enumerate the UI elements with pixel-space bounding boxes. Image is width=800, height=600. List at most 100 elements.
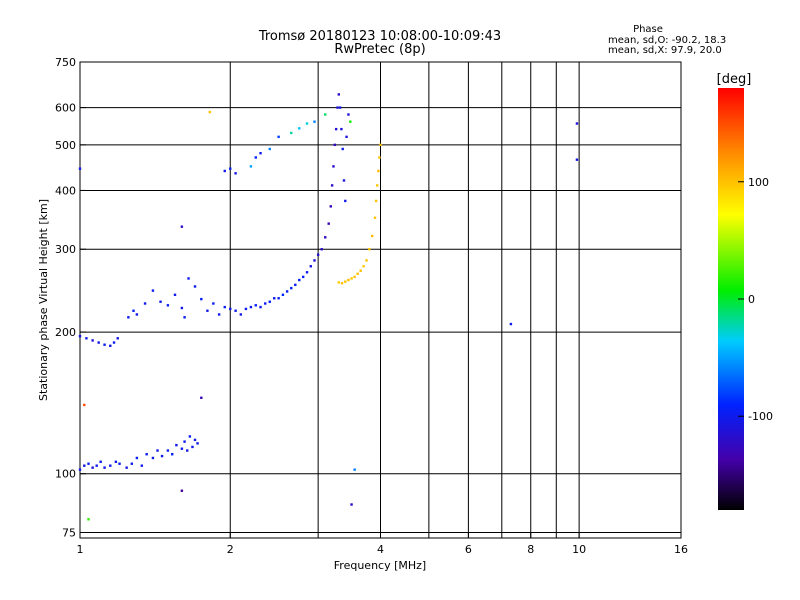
echo-point [78, 334, 82, 338]
echo-point [324, 236, 327, 239]
echo-point [353, 275, 356, 279]
echo-point [180, 447, 184, 450]
echo-point [180, 489, 184, 492]
echo-point [109, 464, 112, 467]
echo-point [313, 120, 316, 123]
echo-point [340, 282, 344, 285]
echo-point [186, 449, 189, 452]
y-tick-label: 200 [55, 326, 76, 339]
echo-point [109, 344, 112, 348]
echo-point [193, 285, 197, 288]
echo-point [166, 304, 170, 307]
x-axis-ticks: 1 2 4 6 8 10 16 [77, 532, 688, 556]
echo-point [356, 272, 359, 275]
echo-point [277, 135, 280, 139]
echo-point [78, 468, 82, 471]
echo-point [212, 302, 215, 305]
echo-point [103, 466, 106, 469]
echo-point [301, 275, 305, 279]
echo-point [347, 113, 350, 116]
echo-point [336, 106, 339, 109]
y-tick-label: 600 [55, 102, 76, 115]
echo-point [91, 339, 94, 342]
echo-point [350, 503, 353, 506]
echo-point [130, 462, 134, 465]
echo-point [290, 286, 293, 290]
echo-point [334, 127, 338, 131]
echo-point [359, 269, 362, 272]
echo-point [575, 158, 579, 161]
echo-point [125, 466, 128, 469]
echo-point [268, 147, 271, 151]
echo-point [183, 316, 186, 319]
echo-point [239, 313, 243, 316]
x-tick-label: 4 [377, 543, 384, 556]
echo-point [229, 167, 232, 170]
echo-point [337, 93, 341, 96]
echo-point [330, 184, 334, 187]
echo-point [309, 265, 312, 268]
echo-point [345, 135, 348, 139]
echo-point [365, 259, 368, 262]
echo-point [378, 156, 381, 159]
echo-point [191, 445, 194, 449]
echo-point [333, 143, 337, 147]
echo-point [371, 234, 374, 238]
echo-point [196, 442, 199, 445]
echo-point [187, 277, 190, 280]
echo-point [285, 290, 289, 293]
echo-point [183, 440, 186, 443]
echo-point [116, 337, 119, 340]
echo-point [223, 305, 226, 309]
echo-point [349, 120, 352, 123]
echo-point [316, 253, 320, 256]
colorbar-ticks: 100 0 -100 [738, 176, 773, 423]
echo-point [341, 147, 344, 151]
echo-point [340, 127, 343, 131]
echo-point [85, 337, 88, 340]
echo-point [259, 305, 262, 309]
echo-point [259, 151, 262, 155]
echo-point [350, 277, 353, 280]
y-tick-label: 100 [55, 468, 76, 481]
echo-point [377, 169, 380, 173]
echo-point [298, 127, 301, 130]
x-tick-label: 10 [572, 543, 586, 556]
y-tick-label: 750 [55, 56, 76, 69]
echo-point [379, 143, 382, 147]
chart-title: Tromsø 20180123 10:08:00-10:09:43 [258, 29, 501, 44]
y-axis-ticks: 75 100 200 300 400 500 600 750 [55, 56, 86, 539]
echo-point [368, 248, 371, 251]
phase-stats-o-mode: mean, sd,O: -90.2, 18.3 [608, 35, 726, 46]
echo-point [347, 278, 350, 282]
y-tick-label: 300 [55, 243, 76, 256]
echo-point [234, 309, 237, 312]
echo-point [143, 302, 147, 305]
echo-point [338, 106, 342, 109]
y-axis-label: Stationary phase Virtual Height [km] [37, 199, 50, 401]
echo-point [277, 297, 280, 300]
echo-points [78, 93, 579, 521]
echo-point [208, 110, 212, 114]
echo-point [268, 300, 271, 303]
echo-point [327, 222, 330, 225]
echo-point [188, 435, 192, 438]
x-axis-label: Frequency [MHz] [334, 559, 426, 572]
grid-lines [80, 62, 681, 538]
echo-point [200, 297, 203, 301]
x-tick-label: 2 [227, 543, 234, 556]
phase-colorbar: [deg] 100 0 -100 [717, 72, 773, 510]
echo-point [151, 456, 155, 460]
echo-point [374, 199, 378, 203]
echo-point [118, 462, 121, 465]
y-tick-label: 500 [55, 139, 76, 152]
echo-point [324, 113, 327, 116]
echo-point [244, 307, 248, 311]
echo-point [337, 281, 341, 284]
echo-point [329, 205, 332, 208]
phase-stats-x-mode: mean, sd,X: 97.9, 20.0 [608, 45, 722, 56]
phase-stats: Phase mean, sd,O: -90.2, 18.3 mean, sd,X… [608, 24, 726, 56]
echo-point [156, 449, 159, 452]
echo-point [344, 280, 347, 283]
